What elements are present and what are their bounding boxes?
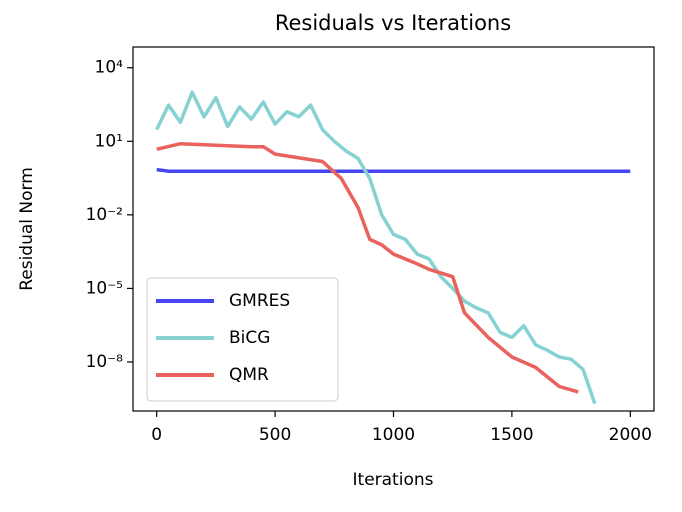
x-tick-label: 1000	[372, 425, 415, 445]
chart-title: Residuals vs Iterations	[275, 11, 511, 35]
series-line	[155, 90, 597, 405]
y-tick-label: 10¹	[95, 131, 123, 151]
legend-label: QMR	[229, 365, 269, 385]
x-axis-label: Iterations	[353, 470, 434, 490]
series-line	[156, 141, 579, 394]
x-tick-label: 500	[259, 425, 291, 445]
series-line	[156, 167, 631, 173]
legend-label: GMRES	[229, 291, 290, 311]
legend-box	[146, 277, 339, 402]
y-tick-label: 10⁻²	[86, 205, 123, 225]
y-axis-label: Residual Norm	[17, 167, 37, 291]
x-tick-label: 0	[151, 425, 162, 445]
y-tick-label: 10⁻⁸	[86, 352, 124, 372]
plot-frame	[132, 46, 655, 412]
x-tick-label: 1500	[490, 425, 533, 445]
y-tick-label: 10⁻⁵	[86, 278, 123, 298]
y-tick-label: 10⁴	[95, 58, 124, 78]
legend-label: BiCG	[229, 328, 270, 348]
x-tick-label: 2000	[609, 425, 652, 445]
